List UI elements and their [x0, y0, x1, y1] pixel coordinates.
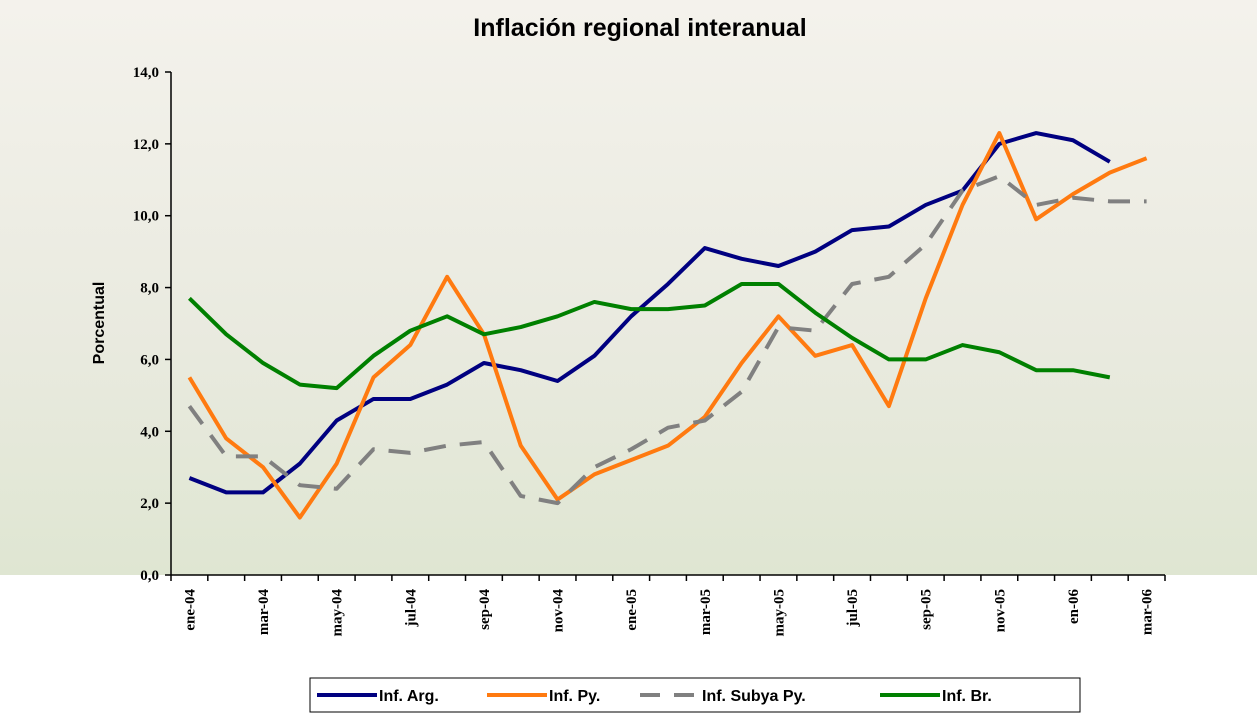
y-tick-label: 10,0 [133, 209, 159, 225]
x-tick-label: jul-05 [845, 589, 861, 628]
y-tick-label: 14,0 [133, 65, 159, 81]
y-tick-label: 2,0 [140, 496, 159, 512]
y-tick-label: 4,0 [140, 424, 159, 440]
series-line [187, 174, 1147, 506]
x-tick-label: ene-04 [182, 589, 198, 631]
legend-label: Inf. Arg. [379, 688, 439, 705]
legend-label: Inf. Subya Py. [702, 688, 806, 705]
legend-box [309, 677, 1081, 713]
y-tick-label: 6,0 [140, 352, 159, 368]
chart-title: Inflación regional interanual [473, 14, 806, 42]
series-line [188, 131, 1111, 495]
x-tick-label: mar-06 [1140, 589, 1156, 636]
x-tick-label: nov-05 [992, 589, 1008, 632]
x-tick-label: nov-04 [551, 589, 567, 633]
series-line [188, 281, 1111, 391]
x-tick-label: en-06 [1066, 589, 1082, 624]
x-tick-label: ene-05 [624, 589, 640, 631]
legend-label: Inf. Br. [942, 688, 992, 705]
y-axis-label: Porcentual [91, 282, 108, 365]
legend-label: Inf. Py. [549, 688, 600, 705]
x-tick-label: may-04 [330, 589, 346, 637]
x-tick-label: may-05 [771, 589, 787, 637]
x-tick-label: sep-05 [919, 589, 935, 630]
x-tick-label: mar-05 [698, 589, 714, 635]
y-tick-label: 0,0 [140, 568, 159, 584]
x-tick-label: jul-04 [403, 589, 419, 628]
series-line [187, 131, 1148, 520]
y-tick-label: 8,0 [140, 281, 159, 297]
x-tick-label: mar-04 [256, 589, 272, 636]
y-tick-label: 12,0 [133, 137, 159, 153]
x-tick-label: sep-04 [477, 589, 493, 630]
background [0, 0, 1257, 575]
